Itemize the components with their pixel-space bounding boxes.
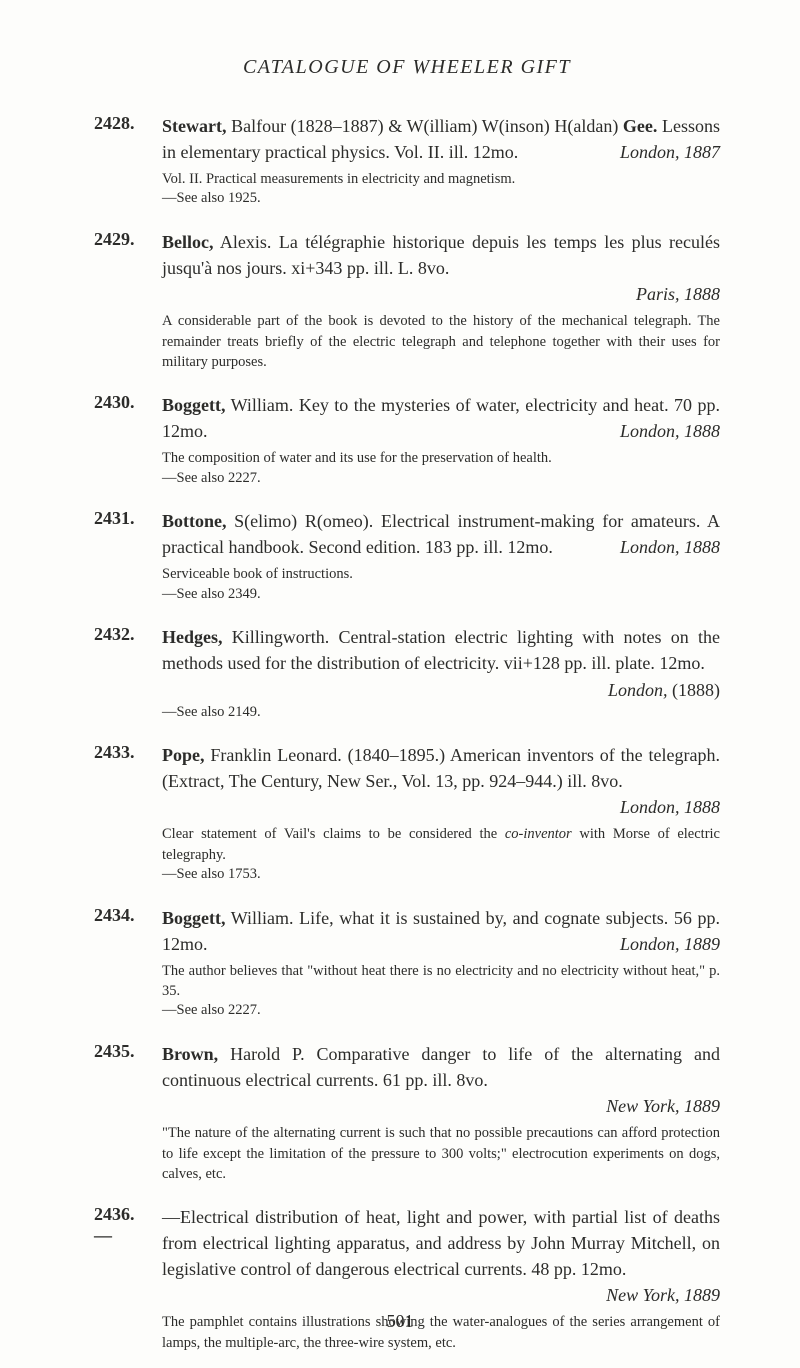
author-name: Hedges, [162,627,223,647]
entry-main: Boggett, William. Life, what it is susta… [162,905,720,957]
author-name: Brown, [162,1044,218,1064]
see-also: —See also 2227. [162,1001,720,1021]
entry-note: A considerable part of the book is devot… [162,311,720,372]
catalog-entry: 2434. Boggett, William. Life, what it is… [94,905,720,1021]
entry-number: 2431. [94,508,150,529]
page-number: 501 [0,1311,800,1332]
entry-number: 2435. [94,1041,150,1062]
entry-number: 2433. [94,742,150,763]
entry-text: Alexis. La télégraphie historique depuis… [162,232,720,278]
catalog-entry: 2435. Brown, Harold P. Comparative dange… [94,1041,720,1184]
entry-text: Balfour (1828–1887) & W(illiam) W(inson)… [226,116,622,136]
author-name: Stewart, [162,116,226,136]
entry-number: 2434. [94,905,150,926]
entry-note: Vol. II. Practical measurements in elect… [162,169,720,189]
page: CATALOGUE OF WHEELER GIFT 2428. Stewart,… [0,0,800,1368]
imprint: Paris, 1888 [636,281,720,307]
entry-text: —Electrical distribution of heat, light … [162,1207,720,1279]
entry-text: Franklin Leonard. (1840–1895.) American … [162,745,720,791]
author-name: Pope, [162,745,205,765]
author-name: Boggett, [162,908,225,928]
entry-note: "The nature of the alternating current i… [162,1123,720,1184]
entry-note: The composition of water and its use for… [162,448,720,468]
entry-main: Stewart, Balfour (1828–1887) & W(illiam)… [162,113,720,165]
author-name: Belloc, [162,232,214,252]
author-name: Gee. [623,116,657,136]
catalog-entry: 2428. Stewart, Balfour (1828–1887) & W(i… [94,113,720,209]
catalog-entry: 2433. Pope, Franklin Leonard. (1840–1895… [94,742,720,884]
entry-text: Harold P. Comparative danger to life of … [162,1044,720,1090]
imprint: London, 1888 [620,418,720,444]
imprint: London, (1888) [608,677,720,703]
entry-main: Bottone, S(elimo) R(omeo). Electrical in… [162,508,720,560]
catalog-entry: 2430. Boggett, William. Key to the myste… [94,392,720,488]
entry-main: Pope, Franklin Leonard. (1840–1895.) Ame… [162,742,720,820]
author-name: Boggett, [162,395,225,415]
entry-main: Boggett, William. Key to the mysteries o… [162,392,720,444]
running-head: CATALOGUE OF WHEELER GIFT [94,56,720,79]
entry-number: 2428. [94,113,150,134]
imprint: London, 1887 [620,139,720,165]
entry-number: 2436.— [94,1204,150,1246]
entry-main: Brown, Harold P. Comparative danger to l… [162,1041,720,1119]
catalog-entry: 2431. Bottone, S(elimo) R(omeo). Electri… [94,508,720,604]
see-also: —See also 2149. [162,703,720,723]
imprint: London, 1888 [620,534,720,560]
see-also: —See also 2349. [162,585,720,605]
author-name: Bottone, [162,511,227,531]
entry-number: 2430. [94,392,150,413]
see-also: —See also 1753. [162,865,720,885]
entry-number: 2432. [94,624,150,645]
entry-note: Serviceable book of instructions. [162,564,720,584]
catalog-entry: 2429. Belloc, Alexis. La télégraphie his… [94,229,720,372]
catalog-entry: 2432. Hedges, Killingworth. Central-stat… [94,624,720,722]
entry-main: —Electrical distribution of heat, light … [162,1204,720,1308]
see-also: —See also 1925. [162,189,720,209]
entry-main: Belloc, Alexis. La télégraphie historiqu… [162,229,720,307]
imprint: New York, 1889 [606,1282,720,1308]
imprint: London, 1889 [620,931,720,957]
entry-main: Hedges, Killingworth. Central-station el… [162,624,720,702]
see-also: —See also 2227. [162,469,720,489]
entry-note: The author believes that "without heat t… [162,961,720,1002]
entry-text: Killingworth. Central-station electric l… [162,627,720,673]
imprint: London, 1888 [620,794,720,820]
entry-note: Clear statement of Vail's claims to be c… [162,824,720,865]
imprint: New York, 1889 [606,1093,720,1119]
entry-number: 2429. [94,229,150,250]
